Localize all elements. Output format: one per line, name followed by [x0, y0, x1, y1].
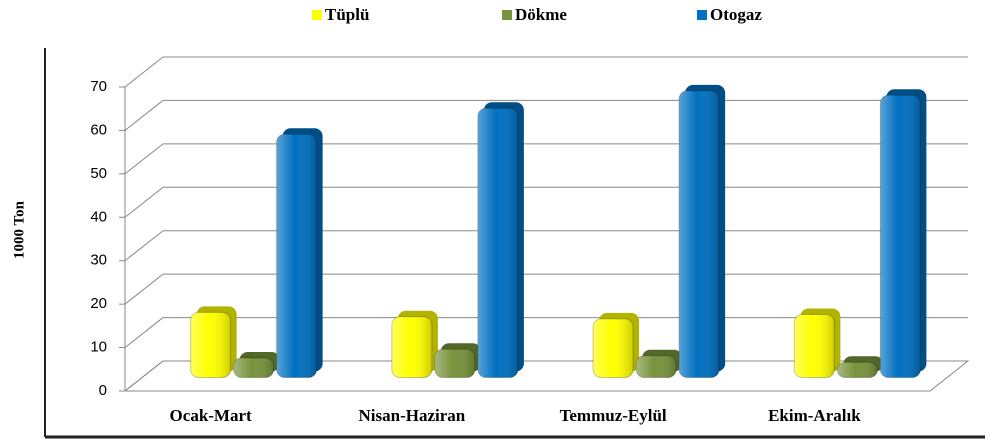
legend-label: Otogaz [710, 5, 762, 24]
y-tick-label: 50 [90, 165, 107, 182]
bar-shade [593, 318, 634, 378]
y-axis-label: 1000 Ton [11, 200, 27, 259]
bar-shade [679, 90, 720, 378]
x-tick-label: Nisan-Haziran [359, 406, 466, 425]
legend-swatch [312, 10, 322, 20]
y-tick-label: 10 [90, 339, 107, 356]
y-tick-label: 0 [99, 382, 107, 399]
x-tick-label: Ekim-Aralık [768, 406, 861, 425]
grid-line [124, 186, 164, 218]
bar-shade [477, 108, 518, 378]
y-tick-label: 60 [90, 121, 107, 138]
legend-label: Tüplü [325, 5, 369, 24]
legend-swatch [697, 10, 707, 20]
bar-shade [636, 355, 677, 378]
grid-line [124, 317, 164, 348]
y-tick-label: 40 [90, 208, 107, 225]
bar-shade [880, 95, 921, 378]
grid-line [124, 56, 164, 88]
bar-shade [276, 134, 317, 378]
bar-shade [233, 357, 274, 378]
grid-line [124, 273, 164, 305]
grid-line [124, 143, 164, 175]
bar-shade [434, 349, 475, 378]
bar-shade [391, 316, 432, 378]
bar-shade [190, 312, 231, 378]
legend-swatch [502, 10, 512, 20]
y-tick-label: 70 [90, 78, 107, 95]
grid-line [124, 360, 164, 392]
y-tick-label: 30 [90, 252, 107, 269]
grid-line [124, 100, 164, 131]
x-tick-label: Temmuz-Eylül [560, 406, 667, 425]
x-tick-label: Ocak-Mart [170, 406, 252, 425]
bar-shade [837, 362, 878, 378]
y-tick-label: 20 [90, 295, 107, 312]
bar-shade [794, 314, 835, 378]
legend-label: Dökme [515, 5, 567, 24]
grid-line [124, 230, 164, 262]
